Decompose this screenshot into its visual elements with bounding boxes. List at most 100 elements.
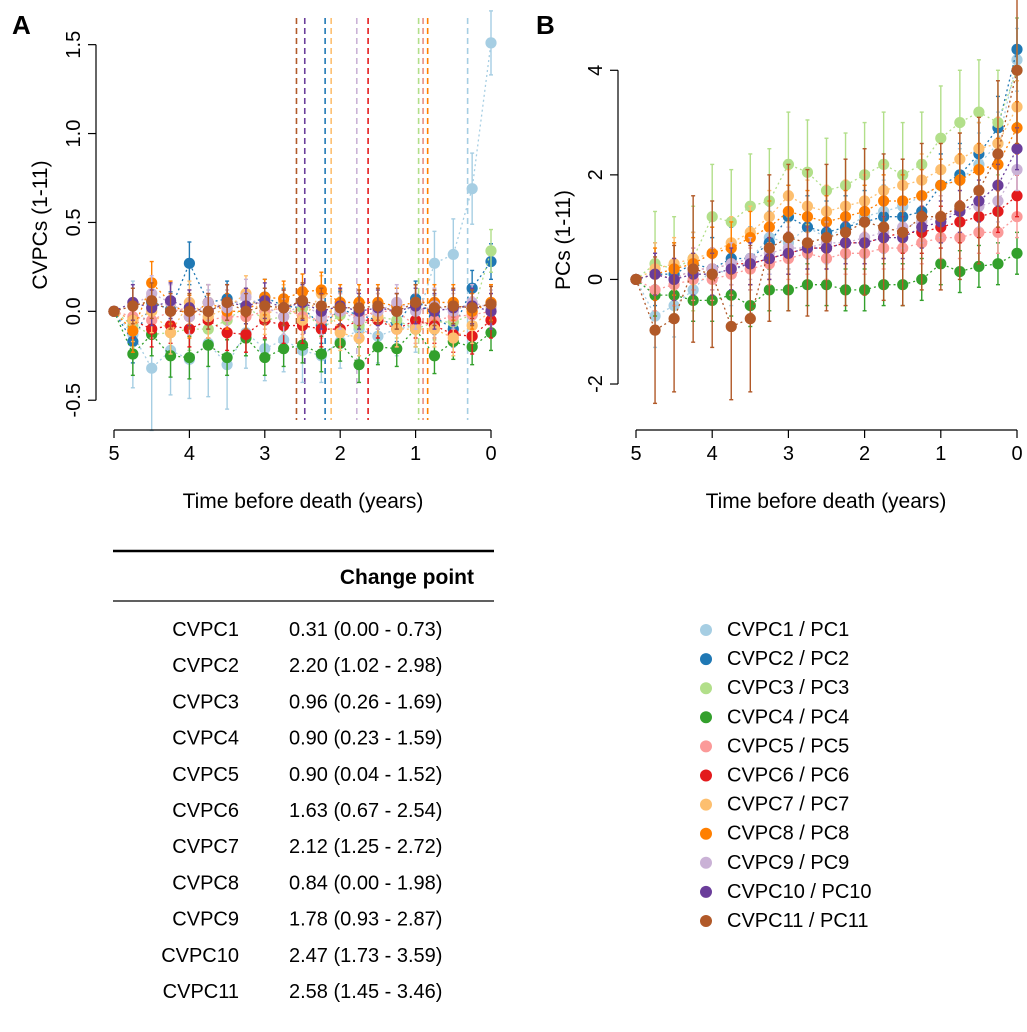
legend-label: CVPC6 / PC6 xyxy=(727,765,849,787)
legend-label: CVPC8 / PC8 xyxy=(727,823,849,845)
data-point xyxy=(820,232,833,244)
panel-a-y-axis-title: CVPCs (1-11) xyxy=(29,160,52,289)
y-tick-label: 0.0 xyxy=(63,297,85,325)
x-tick-label: 1 xyxy=(410,443,421,465)
y-tick-label: -2 xyxy=(585,375,607,393)
x-tick-label: 3 xyxy=(259,443,270,465)
data-point xyxy=(183,257,195,269)
legend-label: CVPC9 / PC9 xyxy=(727,852,849,874)
x-tick-label: 2 xyxy=(335,443,346,465)
data-point xyxy=(916,211,928,223)
legend-marker xyxy=(700,915,712,927)
data-point xyxy=(315,300,327,312)
x-tick-label: 2 xyxy=(859,443,870,465)
data-point xyxy=(725,320,737,333)
table-row-name: CVPC7 xyxy=(172,836,239,858)
panel-b-axes: 5 4 3 2 1 0 -2 0 2 4 xyxy=(585,65,1023,465)
y-tick-label: 1.5 xyxy=(63,31,85,59)
panel-b-y-axis-title: PCs (1-11) xyxy=(552,190,575,290)
data-point xyxy=(221,296,233,309)
table-row-value: 2.12 (1.25 - 2.72) xyxy=(289,836,442,858)
y-tick-label: 1.0 xyxy=(63,120,85,148)
series xyxy=(108,282,497,330)
data-point xyxy=(202,305,214,317)
panel-a-axes: 5 4 3 2 1 0 -0.5 0.0 0.5 1.0 1.5 xyxy=(63,31,497,465)
series xyxy=(108,305,497,384)
data-point xyxy=(146,295,158,307)
series-line xyxy=(113,299,492,313)
panel-b-x-axis-title: Time before death (years) xyxy=(706,490,947,513)
table-row-value: 0.96 (0.26 - 1.69) xyxy=(289,691,442,713)
legend-label: CVPC2 / PC2 xyxy=(727,648,849,670)
y-tick-label: -0.5 xyxy=(63,383,85,417)
data-point xyxy=(315,348,327,360)
legend-marker xyxy=(700,827,712,840)
legend-marker xyxy=(700,885,712,898)
data-point xyxy=(127,348,139,360)
table-row-value: 0.84 (0.00 - 1.98) xyxy=(289,872,442,894)
data-point xyxy=(334,302,346,314)
panel-a-x-axis-title: Time before death (years) xyxy=(183,490,424,513)
table-row-name: CVPC4 xyxy=(172,728,239,750)
data-point xyxy=(744,313,756,325)
change-point-table: Change point CVPC1 0.31 (0.00 - 0.73) CVPC… xyxy=(113,549,494,1003)
table-row-name: CVPC1 xyxy=(172,619,239,641)
x-tick-label: 5 xyxy=(630,443,641,465)
x-tick-label: 4 xyxy=(707,443,718,465)
legend-label: CVPC4 / PC4 xyxy=(727,706,849,728)
table-row-name: CVPC10 xyxy=(161,945,239,967)
data-point xyxy=(353,359,365,371)
data-point xyxy=(859,216,871,228)
data-point xyxy=(973,184,985,197)
data-point xyxy=(259,300,271,312)
x-tick-label: 4 xyxy=(184,443,195,465)
data-point xyxy=(278,302,290,314)
table-row-name: CVPC6 xyxy=(172,800,239,822)
data-point xyxy=(428,257,441,269)
data-point xyxy=(649,324,661,336)
data-point xyxy=(687,263,699,275)
data-point xyxy=(954,200,966,212)
table-row-value: 1.78 (0.93 - 2.87) xyxy=(289,909,442,931)
legend-label: CVPC5 / PC5 xyxy=(727,735,849,757)
series-line xyxy=(113,292,492,339)
table-row-value: 2.47 (1.73 - 3.59) xyxy=(289,945,442,967)
table-row-value: 0.31 (0.00 - 0.73) xyxy=(289,619,442,641)
series-line xyxy=(113,292,492,321)
legend-marker xyxy=(700,711,712,724)
data-point xyxy=(485,245,497,257)
data-point xyxy=(992,148,1004,160)
y-tick-label: 4 xyxy=(585,65,607,76)
legend-marker xyxy=(700,653,712,666)
data-point xyxy=(296,339,309,351)
series xyxy=(108,10,497,432)
table-row-name: CVPC9 xyxy=(172,909,239,931)
panel-label-b: B xyxy=(536,10,555,40)
series xyxy=(630,0,1023,405)
table-header: Change point xyxy=(340,566,474,589)
data-point xyxy=(221,351,233,364)
series-line xyxy=(113,42,492,370)
data-point xyxy=(372,300,384,312)
data-point xyxy=(973,260,985,272)
series-line xyxy=(113,261,492,343)
data-point xyxy=(353,302,365,314)
data-point xyxy=(391,343,403,355)
legend-marker xyxy=(700,856,712,869)
data-point xyxy=(428,350,441,362)
series-line xyxy=(113,310,492,337)
table-rows: CVPC1 0.31 (0.00 - 0.73) CVPC2 2.20 (1.02 -… xyxy=(161,619,442,1003)
data-point xyxy=(202,339,214,351)
data-point xyxy=(447,332,459,344)
data-point xyxy=(801,237,814,249)
data-point xyxy=(164,327,177,339)
table-row-value: 1.63 (0.67 - 2.54) xyxy=(289,800,442,822)
data-point xyxy=(992,258,1004,270)
x-tick-label: 3 xyxy=(783,443,794,465)
data-point xyxy=(146,362,158,374)
data-point xyxy=(296,295,309,307)
data-point xyxy=(259,351,271,364)
data-point xyxy=(668,313,680,325)
legend-marker xyxy=(700,798,712,811)
